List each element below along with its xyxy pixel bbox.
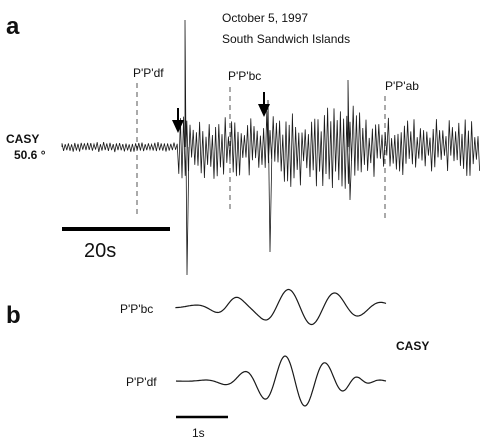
trace-label-pkpbc: P'P'bc: [120, 302, 153, 316]
trace-label-pkpdf: P'P'df: [126, 375, 157, 389]
arrow-down-icon: [258, 92, 270, 117]
scale-label-20s: 20s: [84, 240, 116, 262]
phase-label-pkpdf: P'P'df: [133, 66, 164, 80]
distance-label: 50.6 °: [14, 148, 46, 162]
seismogram-trace-a: [61, 19, 480, 276]
phase-label-pkpbc: P'P'bc: [228, 69, 261, 83]
station-label-a: CASY: [6, 132, 39, 146]
phase-label-pkpab: P'P'ab: [385, 79, 419, 93]
waveform-pkpdf: [175, 355, 387, 407]
arrow-down-icon: [172, 108, 184, 133]
station-label-b: CASY: [396, 339, 429, 353]
scale-label-1s: 1s: [192, 426, 205, 440]
event-region: South Sandwich Islands: [222, 32, 350, 46]
waveform-pkpbc: [175, 288, 387, 326]
panel-a-letter: a: [6, 13, 20, 40]
event-date: October 5, 1997: [222, 11, 308, 25]
panel-b-letter: b: [6, 302, 21, 329]
